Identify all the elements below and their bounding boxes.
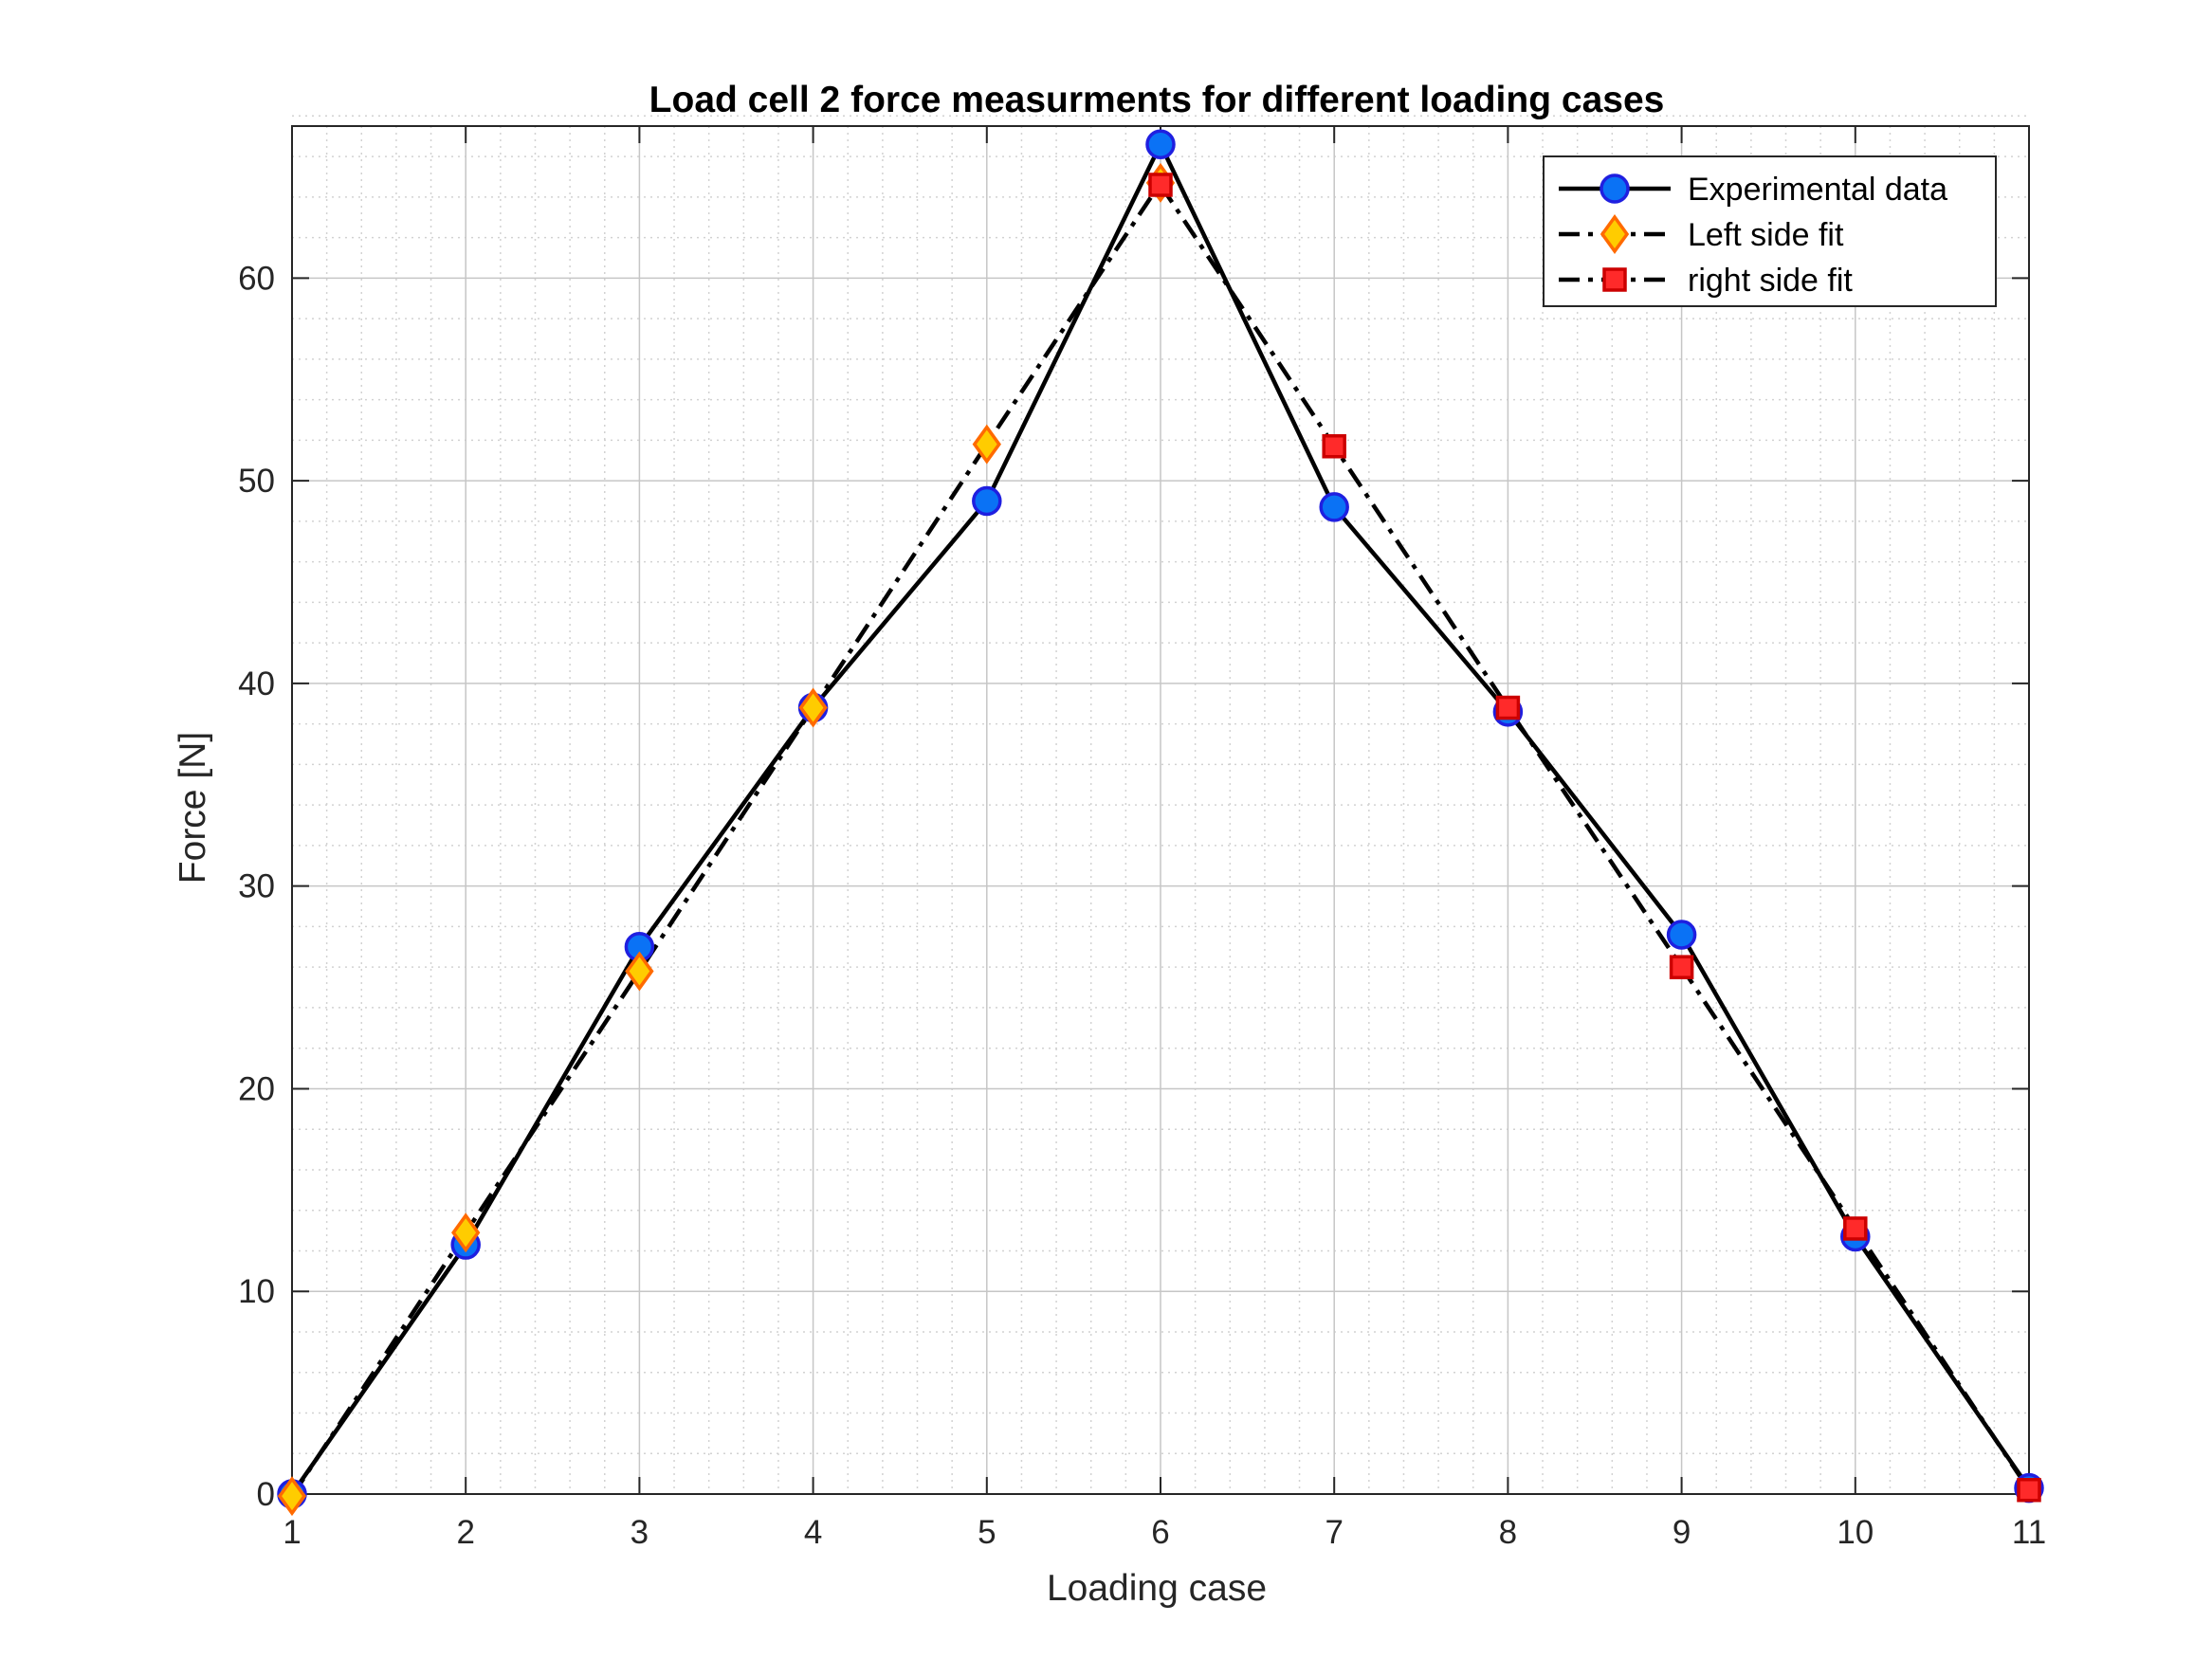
legend-label: Left side fit <box>1688 217 1844 253</box>
chart-title: Load cell 2 force measurments for differ… <box>649 80 1665 120</box>
y-tick-label: 30 <box>238 868 275 905</box>
legend-marker-sample <box>1600 173 1630 204</box>
right-side-fit-line <box>1159 183 2031 1491</box>
x-tick-label: 2 <box>456 1514 474 1551</box>
series-layer <box>277 129 2044 1517</box>
legend: Experimental data Left side fit right side… <box>1543 155 1997 307</box>
left-side-fit-marker <box>798 687 828 728</box>
x-tick-label: 7 <box>1325 1514 1343 1551</box>
x-tick-label: 9 <box>1673 1514 1691 1551</box>
x-tick-label: 4 <box>804 1514 822 1551</box>
y-tick-label: 50 <box>238 463 275 500</box>
left-side-fit-marker <box>451 1212 481 1253</box>
right-side-fit-marker <box>1669 955 1694 979</box>
x-tick-label: 8 <box>1499 1514 1517 1551</box>
x-tick-label: 6 <box>1151 1514 1169 1551</box>
left-side-fit-marker <box>277 1476 307 1517</box>
left-side-fit-marker <box>972 424 1001 465</box>
y-axis-label: Force [N] <box>173 732 213 884</box>
x-tick-label: 3 <box>631 1514 649 1551</box>
legend-label: right side fit <box>1688 263 1853 299</box>
legend-marker-sample <box>1600 214 1630 254</box>
x-tick-label: 11 <box>2012 1514 2046 1551</box>
left-side-fit-line <box>290 181 1162 1498</box>
experimental-data-marker <box>1145 129 1176 159</box>
right-side-fit-marker <box>1322 434 1346 459</box>
y-tick-label: 20 <box>238 1070 275 1107</box>
x-tick-label: 5 <box>978 1514 996 1551</box>
y-tick-label: 10 <box>238 1273 275 1310</box>
legend-entry-right-side-fit: right side fit <box>1559 263 1853 299</box>
right-side-fit-marker <box>2017 1477 2041 1503</box>
tick-layer: 1 2 3 4 5 6 7 8 9 10 11 0 10 20 30 40 50 60 <box>238 126 2046 1551</box>
x-axis-label: Loading case <box>1047 1568 1267 1609</box>
x-tick-label: 1 <box>283 1514 301 1551</box>
y-tick-label: 60 <box>238 260 275 297</box>
experimental-data-marker <box>1319 492 1349 522</box>
y-tick-label: 0 <box>257 1476 275 1513</box>
x-tick-label: 10 <box>1837 1514 1874 1551</box>
right-side-fit-marker <box>1495 695 1521 720</box>
experimental-data-marker <box>972 485 1002 517</box>
left-side-fit-marker <box>625 951 654 992</box>
y-tick-label: 40 <box>238 665 275 702</box>
legend-label: Experimental data <box>1688 172 1947 208</box>
right-side-fit-marker <box>1148 173 1173 197</box>
legend-marker-sample <box>1602 267 1627 292</box>
experimental-data-marker <box>1666 920 1697 950</box>
right-side-fit-marker <box>1843 1216 1868 1241</box>
legend-entry-experimental-data: Experimental data <box>1559 172 1947 208</box>
legend-entry-left-side-fit: Left side fit <box>1559 214 1844 254</box>
